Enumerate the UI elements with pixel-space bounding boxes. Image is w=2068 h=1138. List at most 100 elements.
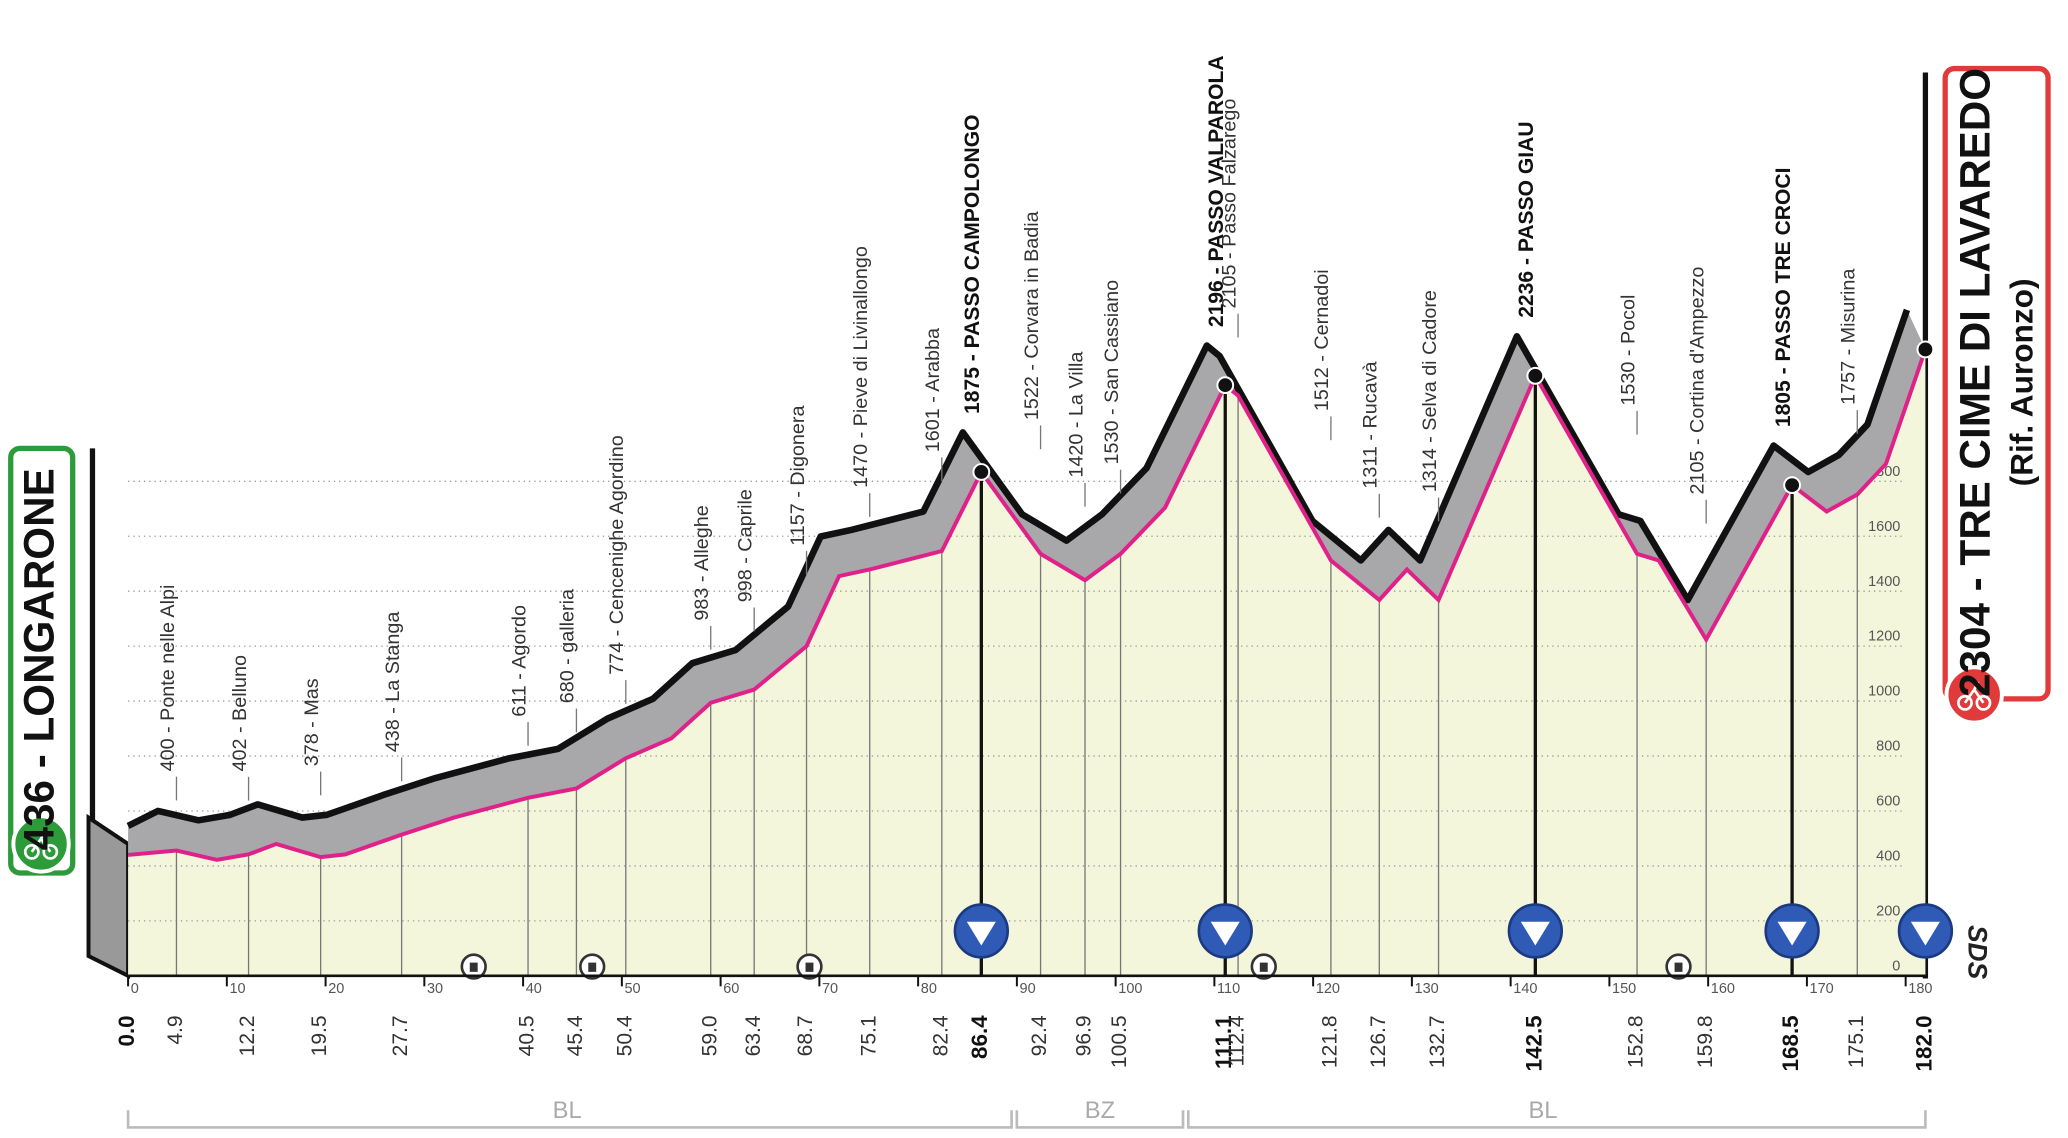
- waypoint-label: 1530 - Pocol: [1617, 295, 1639, 406]
- km-label: 86.4: [967, 1015, 992, 1059]
- km-label: 19.5: [308, 1015, 331, 1056]
- y-tick-label: 200: [1876, 903, 1900, 919]
- waypoint-label: 378 - Mas: [301, 678, 323, 766]
- km-label: 4.9: [164, 1015, 187, 1044]
- waypoint-label: 1420 - La Villa: [1065, 352, 1087, 478]
- waypoint-label: 1875 - PASSO CAMPOLONGO: [961, 114, 984, 413]
- climb-triangle: [1210, 921, 1240, 946]
- x-tick-label: 170: [1810, 981, 1834, 997]
- km-label: 182.0: [1911, 1015, 1936, 1071]
- finish-label: 2304 - TRE CIME DI LAVAREDO: [1951, 68, 1998, 697]
- x-tick-label: 80: [921, 981, 937, 997]
- waypoint-label: 1314 - Selva di Cadore: [1419, 290, 1441, 492]
- tunnel-icon: [588, 962, 597, 972]
- km-label: 68.7: [794, 1015, 817, 1056]
- x-tick-label: 50: [624, 981, 640, 997]
- region-label: BZ: [1085, 1098, 1115, 1124]
- tunnel-icon: [1674, 962, 1683, 972]
- tunnel-icon: [469, 962, 478, 972]
- x-tick-label: 150: [1612, 981, 1636, 997]
- tunnel-icon: [805, 962, 814, 972]
- km-label: 27.7: [389, 1015, 412, 1056]
- waypoint-label: 998 - Caprile: [734, 489, 756, 602]
- x-tick-label: 10: [229, 981, 245, 997]
- waypoint-label: 2105 - Passo Falzarego: [1218, 99, 1240, 309]
- km-label: 12.2: [236, 1015, 259, 1056]
- climb-dot: [1783, 476, 1801, 495]
- km-label: 82.4: [929, 1015, 952, 1056]
- waypoint-label: 438 - La Stanga: [382, 612, 404, 753]
- start-relief: [86, 813, 131, 980]
- cyclist-icons: [23, 681, 1992, 860]
- tunnel-icon: [1259, 962, 1268, 972]
- waypoint-label: 983 - Alleghe: [691, 505, 713, 620]
- km-label: 0.0: [114, 1015, 139, 1046]
- climb-dot: [972, 463, 991, 481]
- x-tick-label: 160: [1711, 981, 1735, 997]
- logo: SDS: [1963, 925, 1993, 980]
- waypoint-label: 1157 - Digonera: [787, 406, 809, 546]
- km-label: 45.4: [564, 1015, 587, 1056]
- climb-dot: [1216, 376, 1235, 395]
- climb-triangle: [1520, 921, 1550, 946]
- region-label: BL: [1528, 1098, 1557, 1124]
- km-label: 100.5: [1108, 1015, 1131, 1068]
- km-label: 63.4: [742, 1015, 765, 1056]
- y-tick-label: 0: [1892, 958, 1900, 974]
- waypoint-label: 2105 - Cortina d'Ampezzo: [1686, 267, 1708, 495]
- relief-edge: [126, 308, 1911, 829]
- y-tick-label: 400: [1876, 849, 1900, 865]
- start-label: 436 - LONGARONE: [16, 468, 63, 850]
- waypoint-label: 1530 - San Cassiano: [1101, 280, 1123, 465]
- y-tick-label: 1600: [1868, 519, 1900, 535]
- waypoint-label: 611 - Agordo: [508, 605, 530, 717]
- km-label: 159.8: [1694, 1015, 1717, 1068]
- profile-fill: [128, 349, 1926, 976]
- km-label: 40.5: [516, 1015, 539, 1056]
- x-tick-label: 180: [1908, 981, 1932, 997]
- km-label: 112.4: [1226, 1015, 1249, 1066]
- km-label: 50.4: [613, 1015, 636, 1056]
- waypoint-label: 1512 - Cernadoi: [1311, 269, 1333, 411]
- waypoint-label: 2236 - PASSO GIAU: [1515, 121, 1538, 317]
- x-tick-label: 60: [723, 981, 739, 997]
- x-tick-label: 140: [1513, 981, 1537, 997]
- climb-triangle: [966, 921, 996, 946]
- waypoint-label: 400 - Ponte nelle Alpi: [157, 585, 179, 772]
- waypoint-label: 2196 - PASSO VALPAROLA: [1205, 55, 1228, 327]
- x-tick-label: 70: [822, 981, 838, 997]
- waypoint-label: 1757 - Misurina: [1838, 269, 1860, 405]
- km-label: 111.1: [1211, 1015, 1236, 1069]
- finish-dot: [1916, 340, 1935, 359]
- km-label: 121.8: [1318, 1015, 1341, 1068]
- y-tick-label: 1400: [1868, 574, 1900, 590]
- relief: [128, 309, 1926, 860]
- x-tick-label: 20: [328, 981, 344, 997]
- waypoint-label: 774 - Cencenighe Agordino: [606, 435, 628, 675]
- waypoint-label: 680 - galleria: [557, 589, 579, 703]
- x-tick-label: 90: [1020, 981, 1036, 997]
- region-bars: [126, 1110, 1927, 1129]
- x-tick-label: 30: [427, 981, 443, 997]
- x-tick-label: 0: [131, 981, 139, 997]
- km-label: 132.7: [1426, 1015, 1449, 1068]
- x-tick-label: 120: [1316, 981, 1340, 997]
- y-tick-label: 1200: [1868, 629, 1900, 645]
- waypoint-label: 1601 - Arabba: [922, 328, 944, 452]
- waypoint-label: 1805 - PASSO TRE CROCI: [1772, 167, 1795, 427]
- km-label: 92.4: [1028, 1015, 1051, 1056]
- km-label: 168.5: [1778, 1015, 1803, 1071]
- km-label: 126.7: [1367, 1015, 1390, 1068]
- y-tick-label: 600: [1876, 794, 1900, 810]
- y-tick-label: 1000: [1868, 684, 1900, 700]
- y-tick-label: 800: [1876, 739, 1900, 755]
- x-tick-label: 110: [1217, 981, 1240, 997]
- climb-triangle: [1910, 921, 1940, 946]
- km-label: 59.0: [698, 1015, 721, 1056]
- waypoint-label: 402 - Belluno: [229, 655, 251, 771]
- km-label: 175.1: [1845, 1015, 1868, 1068]
- finish-sublabel: (Rif. Auronzo): [2004, 278, 2040, 486]
- climb-triangle: [1777, 921, 1807, 946]
- x-tick-label: 100: [1118, 981, 1142, 997]
